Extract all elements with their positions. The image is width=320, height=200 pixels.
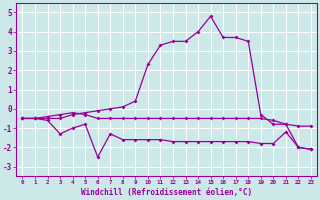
X-axis label: Windchill (Refroidissement éolien,°C): Windchill (Refroidissement éolien,°C) bbox=[81, 188, 252, 197]
